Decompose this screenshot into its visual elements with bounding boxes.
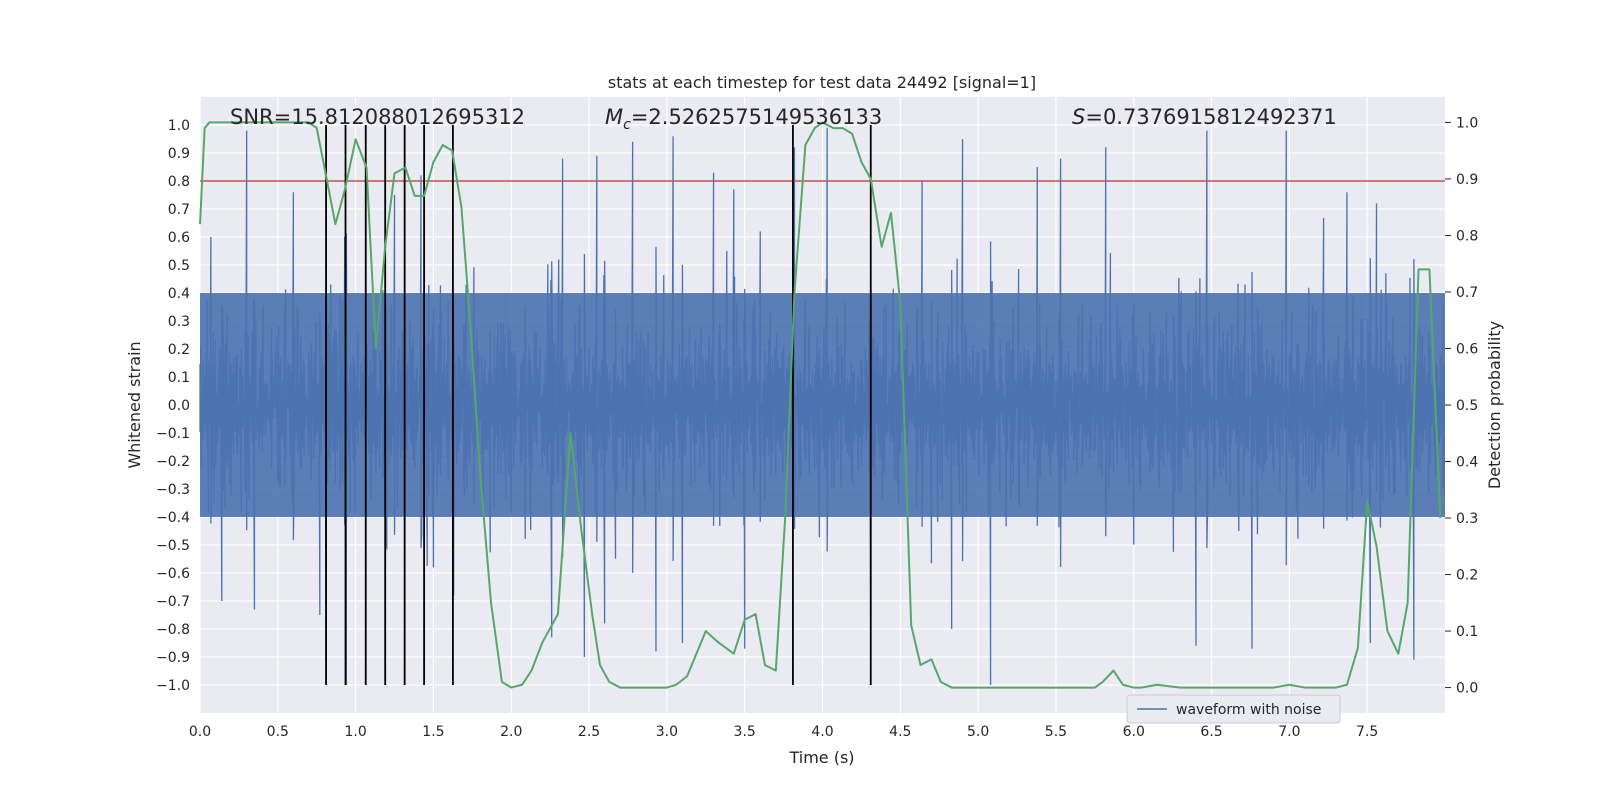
s-value: =0.7376915812492371: [1085, 105, 1336, 129]
x-tick-label-3: 1.5: [422, 724, 444, 740]
y2-axis-title: Detection probability: [1485, 321, 1504, 489]
strain-series: [199, 127, 1445, 686]
y-tick-label-17: −0.7: [156, 594, 190, 610]
y-tick-label-10: 0.0: [168, 398, 190, 414]
chirp-mass-symbol: M: [605, 105, 623, 129]
y-tick-label-6: 0.4: [168, 286, 190, 302]
y-tick-label-15: −0.5: [156, 538, 190, 554]
y2-tick-label-3: 0.7: [1456, 285, 1478, 301]
y-tick-label-3: 0.7: [168, 202, 190, 218]
y-tick-label-12: −0.2: [156, 454, 190, 470]
y-tick-label-8: 0.2: [168, 342, 190, 358]
s-symbol: S: [1072, 105, 1085, 129]
y-tick-label-19: −0.9: [156, 650, 190, 666]
y2-tick-label-4: 0.6: [1456, 341, 1478, 357]
y2-tick-label-0: 1.0: [1456, 115, 1478, 131]
y-axis-title: Whitened strain: [125, 341, 144, 468]
x-tick-label-6: 3.0: [656, 724, 678, 740]
x-tick-label-9: 4.5: [889, 724, 911, 740]
x-tick-label-1: 0.5: [267, 724, 289, 740]
y-axis-ticks: 1.0 0.9 0.8 0.7 0.6 0.5 0.4 0.3 0.2 0.1 0.0 −0.1 −0.…: [156, 118, 190, 694]
x-tick-label-5: 2.5: [578, 724, 600, 740]
y-tick-label-14: −0.4: [156, 510, 190, 526]
y-tick-label-9: 0.1: [168, 370, 190, 386]
y-tick-label-2: 0.8: [168, 174, 190, 190]
chirp-mass-value: =2.5262575149536133: [631, 105, 882, 129]
y2-tick-label-7: 0.3: [1456, 511, 1478, 527]
y2-tick-label-6: 0.4: [1456, 455, 1478, 471]
x-tick-label-7: 3.5: [734, 724, 756, 740]
event-markers: [325, 125, 872, 685]
chirp-mass-annotation: Mc=2.5262575149536133: [605, 105, 882, 133]
y-tick-label-5: 0.5: [168, 258, 190, 274]
y2-tick-label-8: 0.2: [1456, 568, 1478, 584]
snr-annotation: SNR=15.812088012695312: [230, 105, 525, 129]
y-tick-label-4: 0.6: [168, 230, 190, 246]
x-tick-label-15: 7.5: [1356, 724, 1378, 740]
y-tick-label-1: 0.9: [168, 146, 190, 162]
x-axis-ticks: 0.0 0.5 1.0 1.5 2.0 2.5 3.0 3.5 4.0 4.5 5.0 5.5 6.0 6…: [189, 724, 1378, 740]
s-annotation: S=0.7376915812492371: [1072, 105, 1337, 129]
y2-tick-label-9: 0.1: [1456, 624, 1478, 640]
x-tick-label-12: 6.0: [1123, 724, 1145, 740]
y-tick-label-13: −0.3: [156, 482, 190, 498]
x-tick-label-10: 5.0: [967, 724, 989, 740]
x-tick-label-4: 2.0: [500, 724, 522, 740]
y-tick-label-16: −0.6: [156, 566, 190, 582]
y2-tick-label-5: 0.5: [1456, 398, 1478, 414]
chirp-mass-subscript: c: [623, 117, 631, 133]
y-tick-label-20: −1.0: [156, 678, 190, 694]
y-tick-label-18: −0.8: [156, 622, 190, 638]
x-tick-label-8: 4.0: [811, 724, 833, 740]
y2-tick-label-10: 0.0: [1456, 681, 1478, 697]
strain-line: [199, 127, 1445, 686]
y-tick-label-7: 0.3: [168, 314, 190, 330]
x-tick-label-11: 5.5: [1045, 724, 1067, 740]
probability-series: [199, 121, 1442, 689]
y-tick-label-0: 1.0: [168, 118, 190, 134]
y2-tick-label-1: 0.9: [1456, 172, 1478, 188]
legend-box: [1126, 694, 1341, 724]
x-tick-label-0: 0.0: [189, 724, 211, 740]
y2-tick-label-2: 0.8: [1456, 228, 1478, 244]
chart-title: stats at each timestep for test data 244…: [608, 73, 1036, 92]
legend: waveform with noise: [1126, 694, 1341, 724]
x-tick-label-14: 7.0: [1278, 724, 1300, 740]
legend-label-strain: waveform with noise: [1176, 702, 1321, 718]
y-tick-label-11: −0.1: [156, 426, 190, 442]
probability-line: [199, 121, 1442, 689]
x-tick-label-13: 6.5: [1200, 724, 1222, 740]
x-tick-label-2: 1.0: [344, 724, 366, 740]
x-axis-title: Time (s): [788, 748, 854, 767]
annotations: SNR=15.812088012695312 Mc=2.526257514953…: [230, 105, 1337, 133]
y2-axis-ticks: 1.0 0.9 0.8 0.7 0.6 0.5 0.4 0.3 0.2 0.1 0.0: [1445, 115, 1478, 697]
